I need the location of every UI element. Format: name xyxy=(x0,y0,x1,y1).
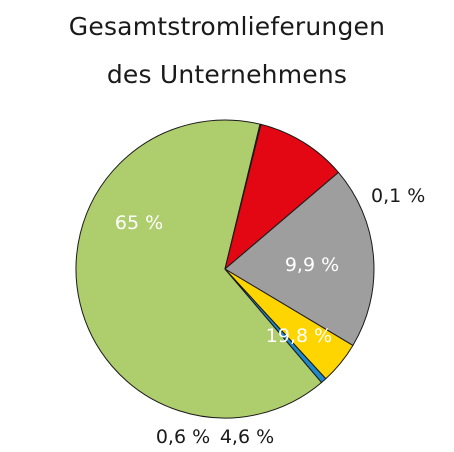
slice-65-percent-label: 65 % xyxy=(115,212,163,234)
slice-65-percent xyxy=(75,119,323,419)
slice-0-6-percent-label: 0,6 % xyxy=(156,426,210,448)
chart-title-line-1: Gesamtstromlieferungen xyxy=(68,12,386,41)
slice-0-1-percent-label: 0,1 % xyxy=(371,185,425,207)
slice-19-8-percent xyxy=(224,171,375,346)
slice-4-6-percent-label: 4,6 % xyxy=(220,426,274,448)
chart-title-line-2: des Unternehmens xyxy=(106,60,348,89)
slice-0-6-percent xyxy=(224,268,327,383)
slice-19-8-percent-label: 19,8 % xyxy=(266,325,332,347)
slice-9-9-percent xyxy=(224,123,339,270)
slice-9-9-percent-label: 9,9 % xyxy=(285,254,339,276)
